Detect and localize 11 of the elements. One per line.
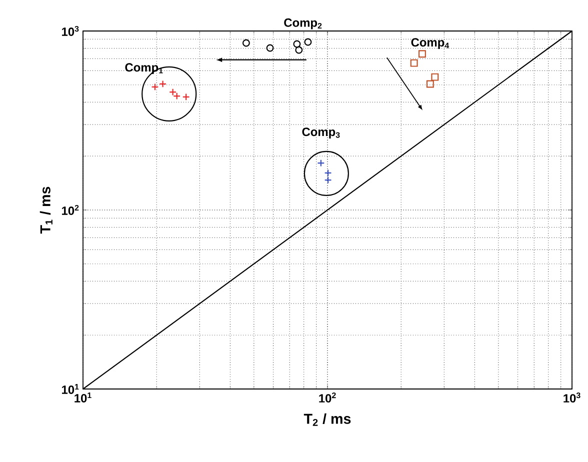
y-tick-label: 10$^{3}$ [62, 26, 79, 36]
annotation: Comp$_{3}$ [302, 128, 340, 138]
x-tick-label: 10$^{3}$ [564, 392, 580, 403]
x-axis-title: T$_{2}$ / ms [304, 413, 351, 426]
text: Comp$_{2}$ [284, 18, 322, 30]
y-tick-label: 10$^{1}$ [62, 384, 79, 394]
x-tick-label: 10$^{1}$ [74, 392, 92, 402]
x-tick-label: 10$^{2}$ [319, 392, 336, 403]
annotation: Comp$_{4}$ [411, 38, 450, 49]
y-tick-label: 10$^{2}$ [62, 204, 79, 215]
y-axis-title: T$_{1}$ / ms [40, 186, 52, 234]
